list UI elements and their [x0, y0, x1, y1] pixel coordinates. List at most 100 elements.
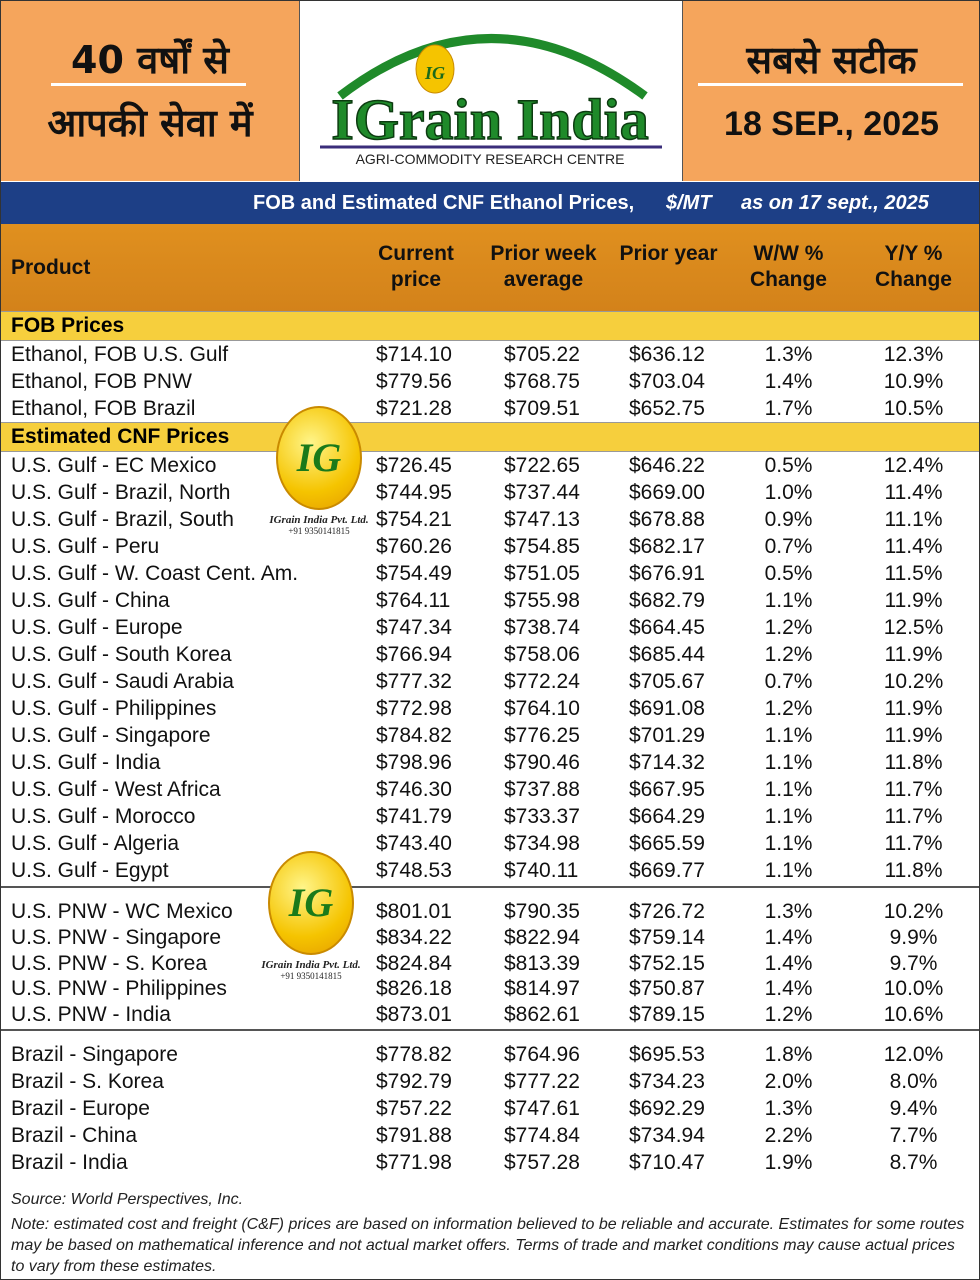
price-cell: $771.98 — [376, 1151, 452, 1174]
column-label: Product — [11, 256, 91, 279]
price-cell: 1.1% — [764, 778, 813, 801]
column-header: Product Current price Prior week average Pr… — [1, 224, 979, 311]
price-cell: $746.30 — [376, 778, 452, 801]
price-cell: $754.21 — [376, 508, 452, 531]
price-cell: $801.01 — [376, 900, 452, 923]
price-cell: $741.79 — [376, 805, 452, 828]
price-cell: 11.8% — [884, 859, 943, 882]
price-cell: 1.9% — [764, 1151, 813, 1174]
product: Brazil - S. Korea — [11, 1070, 164, 1093]
watermark-phone: +91 9350141815 — [280, 971, 342, 981]
price-cell: $873.01 — [376, 1003, 452, 1027]
price-cell: 1.4% — [764, 951, 813, 975]
product: U.S. PNW - India — [11, 1003, 171, 1027]
watermark: IG IGrain India Pvt. Ltd. +91 9350141815 — [251, 851, 371, 981]
product: U.S. Gulf - Philippines — [11, 697, 217, 720]
product: Brazil - China — [11, 1124, 138, 1147]
tagline-1: 40 वर्षों से — [71, 38, 229, 82]
price-cell: 1.4% — [764, 977, 813, 1001]
price-cell: 1.2% — [764, 1003, 813, 1027]
banner: FOB and Estimated CNF Ethanol Prices, $/… — [1, 182, 979, 224]
price-cell: $751.05 — [504, 562, 580, 585]
column-label: Prior year — [619, 242, 718, 265]
price-cell: $705.22 — [504, 343, 580, 366]
tagline-3: सबसे सटीक — [746, 38, 917, 82]
price-cell: 11.9% — [884, 724, 943, 747]
price-cell: $798.96 — [376, 751, 452, 774]
price-cell: $734.98 — [504, 832, 580, 855]
price-cell: $772.98 — [376, 697, 452, 720]
price-cell: $669.00 — [629, 481, 705, 504]
product: U.S. Gulf - Morocco — [11, 805, 196, 828]
product: U.S. Gulf - Algeria — [11, 832, 180, 855]
price-cell: $760.26 — [376, 535, 452, 558]
banner-date: as on 17 sept., 2025 — [741, 192, 929, 214]
price-cell: 12.5% — [883, 616, 944, 639]
price-cell: $734.94 — [629, 1124, 705, 1147]
price-cell: $678.88 — [629, 508, 705, 531]
logo-ball — [415, 44, 455, 94]
price-cell: $791.88 — [376, 1124, 452, 1147]
product: U.S. Gulf - Europe — [11, 616, 183, 639]
price-cell: $740.11 — [504, 859, 579, 882]
price-cell: 11.7% — [884, 805, 943, 828]
header-left: 40 वर्षों से आपकी सेवा में — [1, 1, 300, 181]
price-cell: $667.95 — [629, 778, 705, 801]
watermark-company: IGrain India Pvt. Ltd. — [261, 959, 361, 971]
product: U.S. Gulf - Egypt — [11, 859, 169, 882]
price-cell: 11.7% — [884, 832, 943, 855]
price-cell: $714.32 — [629, 751, 705, 774]
note: Note: estimated cost and freight (C&F) p… — [11, 1216, 965, 1275]
column-label: Y/Y % Change — [874, 242, 952, 291]
price-cell: $764.96 — [504, 1043, 580, 1066]
watermark-mark: IG — [268, 851, 354, 955]
column-label: Prior week average — [490, 242, 597, 291]
banner-unit: $/MT — [666, 192, 712, 214]
price-cell: 11.9% — [884, 697, 943, 720]
logo-mark: IG — [424, 63, 445, 83]
price-cell: 10.5% — [883, 397, 944, 420]
price-cell: 1.1% — [764, 724, 813, 747]
price-cell: 12.4% — [883, 454, 944, 477]
price-cell: $738.74 — [504, 616, 580, 639]
price-cell: 9.4% — [889, 1097, 938, 1120]
product: U.S. Gulf - China — [11, 589, 170, 612]
price-cell: $757.22 — [376, 1097, 452, 1120]
group-divider — [1, 1029, 979, 1031]
price-cell: $664.29 — [629, 805, 705, 828]
price-cell: 10.0% — [883, 977, 944, 1001]
product: U.S. PNW - Philippines — [11, 977, 227, 1001]
price-cell: $636.12 — [629, 343, 705, 366]
price-cell: $682.17 — [629, 535, 705, 558]
price-cell: $722.65 — [504, 454, 580, 477]
price-cell: $750.87 — [629, 977, 705, 1001]
section-title: Estimated CNF Prices — [11, 425, 230, 448]
price-cell: 11.4% — [884, 535, 943, 558]
price-cell: $772.24 — [504, 670, 580, 693]
logo-arc — [337, 34, 648, 100]
product: U.S. PNW - S. Korea — [11, 951, 208, 975]
price-cell: 1.1% — [764, 859, 813, 882]
price-cell: $778.82 — [376, 1043, 452, 1066]
price-cell: $737.44 — [504, 481, 580, 504]
price-cell: $764.10 — [504, 697, 580, 720]
divider — [51, 83, 246, 86]
price-cell: $757.28 — [504, 1151, 580, 1174]
price-cell: 2.2% — [764, 1124, 813, 1147]
price-cell: $777.32 — [376, 670, 452, 693]
product: U.S. Gulf - EC Mexico — [11, 454, 217, 477]
product: U.S. Gulf - India — [11, 751, 161, 774]
price-cell: $789.15 — [629, 1003, 705, 1027]
price-cell: $748.53 — [376, 859, 452, 882]
logo-name: IGrain India — [331, 87, 649, 152]
price-cell: 10.2% — [883, 670, 944, 693]
price-cell: $726.45 — [376, 454, 452, 477]
price-cell: $747.61 — [504, 1097, 580, 1120]
price-cell: $826.18 — [376, 977, 452, 1001]
column-label: W/W % Change — [749, 242, 827, 291]
product: U.S. Gulf - South Korea — [11, 643, 232, 666]
date: 18 SEP., 2025 — [724, 105, 939, 143]
price-cell: 0.7% — [764, 535, 813, 558]
price-cell: 1.1% — [764, 805, 813, 828]
price-cell: $664.45 — [629, 616, 705, 639]
